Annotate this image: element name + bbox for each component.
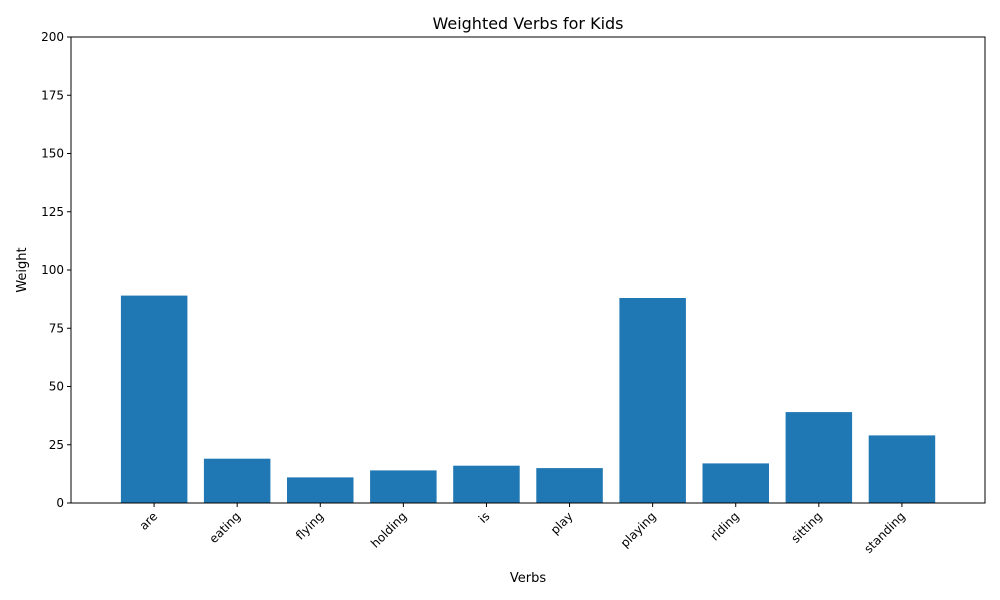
y-axis: 0 25 50 75 100 125 150 175 200 [41, 30, 71, 510]
y-tick-label: 125 [41, 205, 64, 219]
bar-is [453, 465, 520, 503]
chart-title: Weighted Verbs for Kids [432, 14, 623, 33]
x-tick-label: holding [368, 509, 409, 550]
y-tick-label: 100 [41, 263, 64, 277]
x-tick-label: play [548, 509, 576, 537]
y-tick-label: 75 [49, 321, 64, 335]
x-tick-label: standing [861, 509, 908, 556]
x-tick-label: is [476, 509, 493, 526]
bar-eating [203, 458, 271, 503]
x-tick-label: are [137, 509, 161, 533]
y-tick-label: 0 [56, 496, 64, 510]
bar-play [536, 468, 603, 503]
x-tick-label: sitting [788, 509, 824, 545]
y-tick-label: 150 [41, 147, 64, 161]
x-tick-label: riding [708, 509, 742, 543]
bar-sitting [785, 412, 853, 503]
x-tick-label: eating [207, 509, 244, 546]
y-tick-label: 50 [49, 380, 64, 394]
x-axis-title: Verbs [510, 571, 546, 586]
plot-frame [70, 36, 986, 504]
bar-flying [287, 477, 354, 503]
bars-layer [120, 295, 936, 503]
bar-playing [619, 298, 686, 503]
x-tick-label: playing [618, 509, 659, 550]
bar-standing [868, 435, 936, 503]
bar-holding [370, 470, 437, 503]
bar-riding [702, 463, 769, 503]
bar-are [120, 295, 188, 503]
y-axis-title: Weight [15, 247, 30, 292]
y-tick-label: 25 [49, 438, 64, 452]
y-tick-label: 200 [41, 30, 64, 44]
x-axis: are eating flying holding is play playing ridin… [137, 503, 908, 556]
x-tick-label: flying [293, 509, 326, 542]
y-tick-label: 175 [41, 88, 64, 102]
